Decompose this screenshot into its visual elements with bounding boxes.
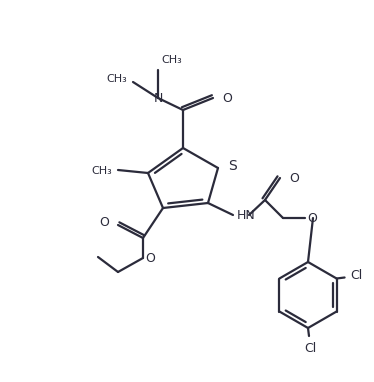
Text: HN: HN (237, 209, 256, 222)
Text: CH₃: CH₃ (91, 166, 112, 176)
Text: S: S (228, 159, 237, 173)
Text: N: N (153, 92, 163, 105)
Text: Cl: Cl (350, 269, 363, 282)
Text: CH₃: CH₃ (161, 55, 182, 65)
Text: O: O (289, 172, 299, 185)
Text: O: O (99, 215, 109, 228)
Text: O: O (307, 212, 317, 225)
Text: Cl: Cl (304, 342, 316, 355)
Text: O: O (145, 253, 155, 265)
Text: CH₃: CH₃ (106, 74, 127, 84)
Text: O: O (222, 92, 232, 105)
